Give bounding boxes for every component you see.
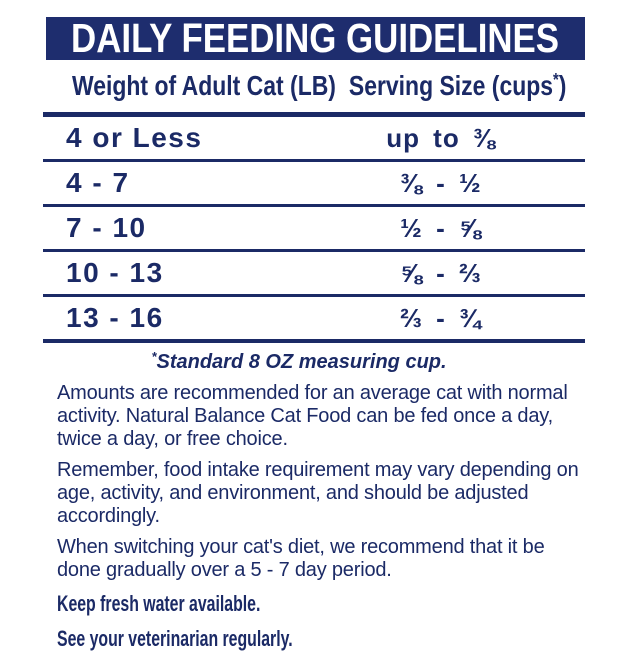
serving-cell: ⅝ - ⅔ <box>400 257 482 288</box>
paragraph-amounts: Amounts are recommended for an average c… <box>57 382 568 450</box>
table-row: 10 - 13 ⅝ - ⅔ <box>43 252 585 297</box>
column-header-serving-label: Serving Size (cups*) <box>349 70 567 102</box>
weight-cell: 10 - 13 <box>66 257 164 288</box>
table-column-headers: Weight of Adult Cat (LB) Serving Size (c… <box>43 60 585 112</box>
page-title: DAILY FEEDING GUIDELINES <box>71 15 560 61</box>
serving-header-asterisk: * <box>552 70 559 90</box>
footnote-asterisk: * <box>151 349 157 364</box>
table-row: 13 - 16 ⅔ - ¾ <box>43 297 585 339</box>
note-fresh-water: Keep fresh water available. <box>57 582 630 617</box>
weight-cell: 4 or Less <box>66 122 203 153</box>
serving-header-close-paren: ) <box>558 70 567 101</box>
guidelines-body-text: Amounts are recommended for an average c… <box>57 374 581 582</box>
measuring-cup-footnote: *Standard 8 OZ measuring cup. <box>43 349 555 374</box>
column-header-weight: Weight of Adult Cat (LB) <box>43 70 336 102</box>
table-row: 4 - 7 ⅜ - ½ <box>43 162 585 207</box>
table-row: 7 - 10 ½ - ⅝ <box>43 207 585 252</box>
header-banner: DAILY FEEDING GUIDELINES <box>46 15 585 61</box>
weight-cell: 13 - 16 <box>66 302 164 333</box>
table-row: 4 or Less up to ⅜ <box>43 117 585 162</box>
serving-cell: ½ - ⅝ <box>400 212 482 243</box>
note-veterinarian: See your veterinarian regularly. <box>57 617 630 652</box>
serving-cell: ⅔ - ¾ <box>400 302 482 333</box>
weight-cell: 4 - 7 <box>66 167 130 198</box>
feeding-guidelines-table: 4 or Less up to ⅜ 4 - 7 ⅜ - ½ 7 - 10 ½ -… <box>43 112 585 343</box>
serving-cell: up to ⅜ <box>386 122 496 153</box>
column-header-serving: Serving Size (cups*) <box>325 70 585 102</box>
serving-header-text: Serving Size (cups <box>348 70 553 101</box>
column-header-weight-label: Weight of Adult Cat (LB) <box>71 70 336 101</box>
weight-cell: 7 - 10 <box>66 212 147 243</box>
paragraph-switching: When switching your cat's diet, we recom… <box>57 536 545 581</box>
serving-cell: ⅜ - ½ <box>400 167 482 198</box>
paragraph-remember: Remember, food intake requirement may va… <box>57 459 579 527</box>
footnote-text: Standard 8 OZ measuring cup. <box>156 351 447 373</box>
note-fresh-water-label: Keep fresh water available. <box>57 591 261 616</box>
